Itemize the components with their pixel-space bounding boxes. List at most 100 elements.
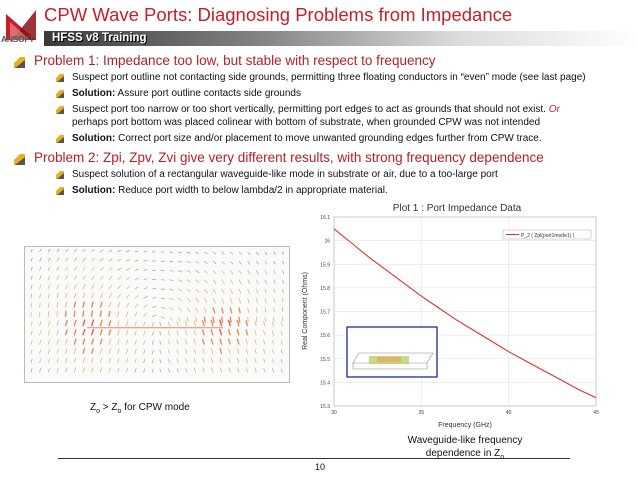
solution-label: Solution:: [72, 185, 116, 196]
field-arrow: [247, 260, 251, 265]
field-arrow: [47, 367, 50, 373]
field-arrow: [134, 268, 139, 271]
field-arrow: [273, 261, 276, 265]
y-tick-label: 15.3: [320, 404, 330, 410]
field-arrow: [247, 251, 251, 256]
field-arrow: [238, 316, 241, 323]
field-arrow: [271, 330, 275, 336]
field-arrow: [247, 307, 250, 314]
field-arrow: [65, 257, 69, 262]
field-arrow: [236, 319, 240, 327]
field-arrow: [193, 348, 196, 354]
field-arrow: [228, 348, 231, 354]
page-title: CPW Wave Ports: Diagnosing Problems from…: [44, 4, 513, 25]
field-arrow: [168, 358, 170, 364]
field-arrow: [126, 276, 131, 281]
x-tick-label: 30: [331, 410, 337, 416]
field-arrow: [126, 250, 130, 253]
field-arrow: [218, 319, 223, 327]
field-arrow: [152, 314, 157, 318]
field-arrow: [151, 321, 154, 327]
field-arrow: [65, 275, 69, 280]
field-arrow: [264, 279, 268, 284]
x-tick-label: 40: [506, 410, 512, 416]
field-arrow: [117, 276, 122, 280]
field-arrow: [91, 284, 95, 290]
field-arrow: [47, 330, 51, 336]
field-arrow: [178, 260, 182, 263]
field-arrow: [143, 321, 146, 327]
field-arrow: [185, 367, 188, 373]
field-arrow: [229, 316, 232, 324]
field-arrow: [211, 357, 214, 364]
field-arrow: [245, 358, 248, 364]
field-arrow: [169, 279, 174, 282]
field-arrow: [169, 260, 174, 263]
field-arrow: [99, 266, 104, 271]
field-arrow: [151, 359, 154, 364]
field-arrow: [125, 320, 129, 327]
x-tick-label: 45: [593, 410, 599, 416]
field-arrow: [264, 298, 267, 304]
field-arrow: [236, 329, 240, 336]
plot-grid: [333, 216, 597, 407]
field-arrow: [221, 288, 225, 294]
field-arrow: [282, 298, 284, 303]
field-arrow: [202, 357, 205, 364]
field-arrow: [212, 260, 217, 265]
field-arrow: [108, 338, 111, 345]
field-arrow: [201, 329, 205, 336]
field-arrow: [169, 251, 173, 253]
field-arrow: [65, 292, 68, 299]
field-arrow: [117, 358, 120, 364]
field-arrow: [99, 293, 104, 299]
field-arrow: [117, 329, 120, 336]
field-arrow: [151, 331, 154, 336]
field-arrow: [256, 270, 259, 275]
page-number: 10: [314, 462, 325, 472]
field-arrow: [65, 301, 68, 308]
field-arrow: [108, 284, 113, 290]
field-arrow: [280, 340, 283, 345]
field-arrow: [39, 358, 42, 364]
field-arrow: [143, 340, 146, 345]
field-arrow: [90, 348, 94, 355]
field-arrow: [177, 316, 181, 322]
field-arrow: [39, 266, 42, 271]
y-tick-label: 16: [324, 239, 330, 245]
field-arrow: [160, 297, 166, 300]
field-arrow: [204, 288, 208, 294]
field-arrow: [280, 368, 283, 373]
field-arrow: [203, 316, 207, 323]
field-arrow: [176, 339, 179, 345]
field-arrow: [237, 367, 240, 373]
field-arrow: [56, 275, 60, 280]
field-arrow: [73, 301, 77, 308]
field-arrow: [134, 312, 138, 317]
problem1-item3-cont: perhaps port bottom was placed colinear …: [72, 117, 541, 128]
field-arrow: [82, 248, 86, 253]
field-arrow: [254, 367, 257, 373]
field-arrow: [91, 292, 95, 299]
field-arrow: [56, 284, 59, 290]
field-arrow: [56, 257, 60, 262]
field-arrow: [204, 251, 208, 255]
field-arrow: [64, 329, 68, 336]
field-arrow: [117, 320, 120, 327]
field-arrow: [126, 268, 131, 271]
plot-caption-line1: Waveguide-like frequency: [407, 435, 523, 446]
field-arrow: [169, 307, 174, 311]
field-arrow: [117, 348, 120, 354]
field-arrow: [65, 348, 68, 354]
field-arrow: [143, 330, 146, 336]
field-arrow: [65, 338, 68, 345]
field-arrow: [186, 298, 191, 303]
field-arrow: [272, 368, 275, 373]
field-arrow: [143, 260, 148, 262]
field-arrow: [236, 348, 240, 354]
field-arrow: [228, 357, 231, 364]
x-tick-label: 35: [419, 410, 425, 416]
field-arrow: [108, 310, 111, 317]
field-arrow: [73, 329, 77, 336]
field-arrow: [91, 367, 94, 373]
